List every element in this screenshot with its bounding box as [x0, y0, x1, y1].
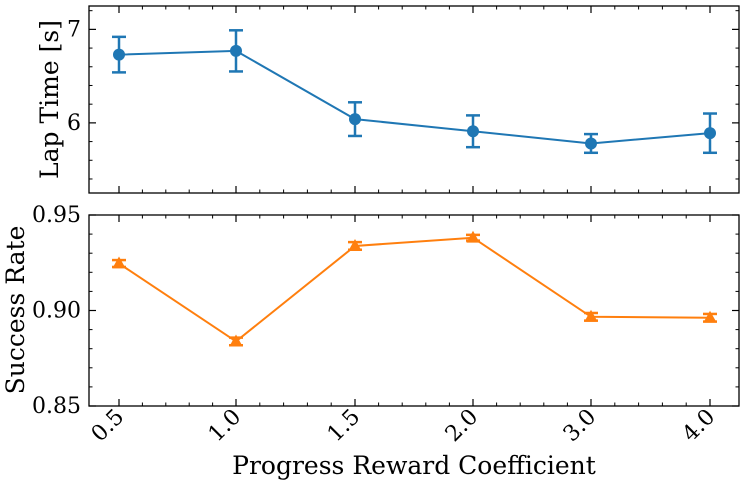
success-rate-series-line [118, 236, 711, 343]
x-tick-label: 4.0 [678, 405, 720, 447]
success-rate-y-tick-label: 0.95 [32, 203, 81, 228]
success-rate-plot-frame [88, 214, 740, 407]
lap-time-data-point [349, 113, 361, 126]
lap-time-panel: Lap Time [s] 6 7 [35, 5, 740, 194]
lap-time-y-tick-label: 6 [67, 111, 81, 136]
success-rate-data-point [584, 309, 598, 322]
x-tick-label: 1.5 [323, 405, 365, 447]
success-rate-y-tick-label: 0.90 [32, 299, 81, 324]
lap-time-data-point [230, 44, 242, 57]
success-rate-data-point [229, 334, 243, 347]
x-tick-label: 2.0 [441, 405, 483, 447]
lap-time-data-point [467, 125, 479, 138]
success-rate-data-point [466, 230, 480, 243]
x-axis-label: Progress Reward Coefficient [232, 451, 596, 480]
success-rate-y-tick-label: 0.85 [32, 394, 81, 419]
x-tick-label: 1.0 [204, 405, 246, 447]
success-rate-panel: Success Rate Progress Reward Coefficient… [1, 203, 740, 480]
lap-time-y-axis-label: Lap Time [s] [35, 20, 64, 179]
success-rate-data-point [703, 310, 717, 323]
success-rate-data-point [112, 256, 126, 269]
lap-time-series-line [118, 49, 711, 145]
lap-time-y-tick-label: 7 [67, 17, 81, 42]
lap-time-data-point [704, 127, 716, 140]
lap-time-plot-frame [88, 5, 740, 194]
success-rate-y-axis-label: Success Rate [1, 226, 30, 395]
lap-time-data-point [585, 137, 597, 150]
x-tick-label: 3.0 [559, 405, 601, 447]
success-rate-data-point [348, 238, 362, 251]
lap-time-data-point [113, 48, 125, 61]
x-tick-label: 0.5 [87, 405, 129, 447]
